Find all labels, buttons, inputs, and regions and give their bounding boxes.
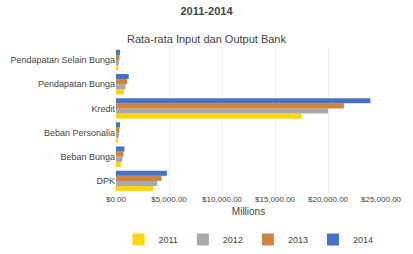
- svg-text:$5,000.00: $5,000.00: [151, 195, 187, 204]
- svg-text:2013: 2013: [288, 235, 308, 245]
- svg-text:2012: 2012: [223, 235, 243, 245]
- svg-text:Beban Bunga: Beban Bunga: [60, 152, 115, 162]
- svg-text:$15,000.00: $15,000.00: [255, 195, 296, 204]
- svg-text:Beban Personalia: Beban Personalia: [44, 128, 115, 138]
- svg-text:2011: 2011: [159, 235, 178, 245]
- svg-text:DPK: DPK: [96, 176, 115, 186]
- svg-text:$0.00: $0.00: [106, 195, 127, 204]
- svg-text:Kredit: Kredit: [91, 104, 115, 114]
- svg-text:2014: 2014: [353, 235, 373, 245]
- svg-text:$10,000.00: $10,000.00: [202, 195, 243, 204]
- svg-text:Pendapatan Bunga: Pendapatan Bunga: [38, 79, 115, 89]
- svg-text:$20,000.00: $20,000.00: [308, 195, 349, 204]
- svg-text:Pendapatan Selain Bunga: Pendapatan Selain Bunga: [10, 55, 115, 65]
- svg-text:$25,000.00: $25,000.00: [361, 195, 402, 204]
- svg-text:2011-2014: 2011-2014: [181, 5, 234, 17]
- svg-text:Millions: Millions: [232, 206, 265, 217]
- svg-text:Rata-rata Input dan Output Ban: Rata-rata Input dan Output Bank: [127, 33, 286, 45]
